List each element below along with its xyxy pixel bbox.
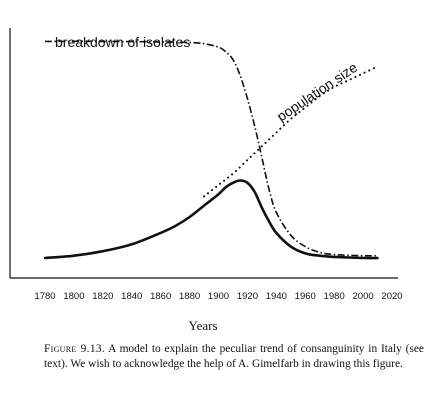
x-tick-label: 1780 xyxy=(34,291,55,302)
x-tick-label: 1980 xyxy=(324,291,345,302)
x-axis-label: Years xyxy=(188,318,217,333)
chart: 1780 1800 1820 1840 1860 1880 1900 1920 1940 1960… xyxy=(9,28,403,333)
x-tick-label: 1800 xyxy=(63,291,84,302)
x-tick-label: 1880 xyxy=(179,291,200,302)
x-tick-label: 1920 xyxy=(237,291,258,302)
series-line-population-size xyxy=(203,65,379,198)
series-line-breakdown-of-isolates xyxy=(44,40,378,257)
caption-text: A model to explain the peculiar trend of… xyxy=(44,343,424,370)
label-population-size: population size xyxy=(274,59,361,125)
figure-caption: Figure 9.13. A model to explain the pecu… xyxy=(44,342,424,372)
figure-label: Figure 9.13. xyxy=(44,343,105,355)
x-tick-label: 2020 xyxy=(381,291,402,302)
x-tick-label: 1860 xyxy=(150,291,171,302)
x-tick-label: 2000 xyxy=(353,291,374,302)
x-tick-label: 1840 xyxy=(121,291,142,302)
x-tick-label: 1960 xyxy=(295,291,316,302)
label-breakdown-of-isolates: breakdown of isolates xyxy=(55,34,190,50)
x-tick-labels: 1780 1800 1820 1840 1860 1880 1900 1920 1940 1960… xyxy=(34,291,402,302)
series-lines xyxy=(43,40,379,260)
x-tick-label: 1820 xyxy=(92,291,113,302)
x-tick-label: 1900 xyxy=(208,291,229,302)
series-line-consanguinity xyxy=(43,179,379,260)
x-tick-label: 1940 xyxy=(266,291,287,302)
